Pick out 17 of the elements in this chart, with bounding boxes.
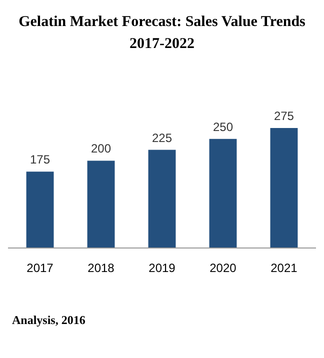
x-tick-label: 2017 <box>26 261 54 275</box>
data-label: 225 <box>152 130 172 145</box>
data-label: 275 <box>274 109 294 123</box>
bar <box>87 160 115 248</box>
data-label: 175 <box>30 152 50 167</box>
data-label: 200 <box>90 142 112 156</box>
x-tick-label: 2018 <box>88 261 115 275</box>
bar <box>209 138 237 248</box>
x-tick-label: 2019 <box>148 261 176 275</box>
text: Analysis, 2016 <box>12 313 86 327</box>
data-label: 250 <box>212 120 234 134</box>
bar <box>148 150 176 248</box>
x-tick-label: 2020 <box>210 261 237 275</box>
x-tick-label: 2021 <box>270 261 298 275</box>
bar <box>270 128 298 248</box>
chart-title: Gelatin Market Forecast: Sales Value Trends 2017-2022 <box>18 14 306 52</box>
bar <box>26 172 54 248</box>
